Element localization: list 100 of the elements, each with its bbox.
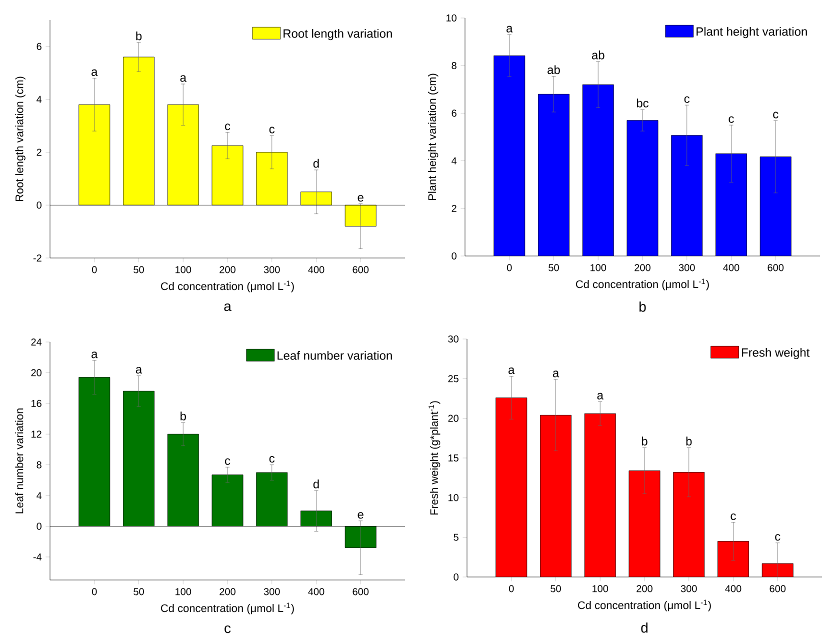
x-tick-label: 50 [550,585,561,592]
x-axis-title: Cd concentration (μmol L$^{-1}$) [576,278,709,290]
annotation: c [730,513,736,520]
annotation: b [136,31,142,40]
x-tick-label: 100 [592,585,608,592]
annotation: a [92,69,98,76]
annotation: a [508,368,515,374]
text: c [224,625,231,634]
y-tick-label: 8 [36,461,42,468]
legend-label: Root length variation [284,28,392,40]
annotation: c [773,112,778,118]
y-tick-label: 20 [31,369,42,376]
y-tick-label: 0 [452,252,456,260]
x-tick-label: 0 [506,264,512,272]
annotation: ab [592,50,604,60]
x-tick-label: 400 [308,266,324,274]
annotation: c [269,126,275,134]
x-tick-label: 100 [176,266,192,274]
annotation: ab [548,65,560,74]
y-tick-label: 8 [452,62,456,70]
x-tick-label: 0 [92,266,97,274]
x-tick-label: 400 [308,588,324,596]
x-tick-label: 100 [590,264,606,272]
annotation: c [225,124,230,130]
y-tick-label: 24 [31,338,42,346]
x-tick-label: 300 [678,264,695,272]
x-tick-label: 50 [548,264,559,272]
y-tick-label: 5 [454,534,458,541]
x-tick-label: 0 [92,588,97,596]
x-axis-title: Cd concentration (μmol L$^{-1}$) [161,280,294,292]
y-tick-label: 4 [452,157,457,164]
y-tick-label: 2 [36,148,42,156]
legend-label: Plant height variation [696,26,807,38]
y-axis-title: Fresh weight (g*plant$^{-1}$) [428,401,440,515]
x-tick-label: 300 [264,588,280,596]
x-tick-label: 600 [352,588,369,596]
annotation: b [180,412,186,420]
annotation: c [684,96,690,103]
x-tick-label: 600 [768,264,784,272]
y-tick-label: 6 [36,42,42,50]
x-tick-label: 400 [725,585,742,592]
x-tick-label: 600 [770,585,786,592]
annotation: bc [636,98,649,108]
x-tick-label: 300 [264,266,280,274]
y-tick-label: 2 [452,204,456,212]
bar [626,120,658,256]
bar [538,94,570,256]
x-tick-label: 50 [134,588,144,596]
x-tick-label: 100 [176,588,192,596]
bar [760,156,792,256]
y-axis-title: Plant height variation (cm) [428,74,438,200]
annotation: d [313,158,319,168]
y-tick-label: 6 [452,110,456,117]
bar [494,56,525,256]
text: d [641,622,648,633]
y-tick-label: 0 [454,573,458,581]
y-axis-title: Root length variation (cm) [15,76,26,202]
y-tick-label: 25 [448,375,458,382]
annotation: e [358,512,364,519]
annotation: c [225,458,230,465]
y-tick-label: 0 [36,522,42,530]
y-tick-label: -4 [33,554,42,560]
x-tick-label: 200 [636,585,652,592]
annotation: a [506,26,513,32]
y-tick-label: -2 [33,254,42,262]
y-tick-label: 16 [32,400,42,407]
y-tick-label: 0 [36,202,42,209]
x-axis-title: Cd concentration (μmol L$^{-1}$) [161,602,294,614]
annotation: a [136,366,142,374]
y-tick-label: 15 [448,454,458,462]
annotation: d [313,480,319,488]
legend-label: Fresh weight [742,348,810,360]
y-tick-label: 10 [446,14,456,22]
legend-label: Leaf number variation [278,350,392,360]
y-tick-label: 4 [36,96,42,103]
bar [671,135,702,256]
bar [716,154,747,256]
x-tick-label: 0 [508,585,514,592]
bar [582,84,614,256]
x-tick-label: 600 [352,266,369,274]
annotation: b [686,436,692,446]
x-axis-title: Cd concentration (μmol L$^{-1}$) [578,600,711,612]
annotation: e [358,195,364,202]
x-tick-label: 200 [220,588,236,596]
y-tick-label: 12 [32,430,42,438]
x-tick-label: 300 [680,585,697,592]
annotation: c [728,116,734,123]
annotation: a [92,352,98,358]
annotation: c [269,456,275,463]
y-axis-title: Leaf number variation [15,408,24,514]
text: b [640,301,646,312]
text: a [224,303,232,312]
y-tick-label: 20 [448,414,458,422]
y-tick-label: 30 [448,335,458,343]
annotation: b [642,436,648,446]
annotation: a [552,370,560,378]
x-tick-label: 200 [634,264,650,272]
x-tick-label: 200 [220,266,236,274]
y-tick-label: 4 [36,492,42,499]
annotation: a [180,75,186,82]
